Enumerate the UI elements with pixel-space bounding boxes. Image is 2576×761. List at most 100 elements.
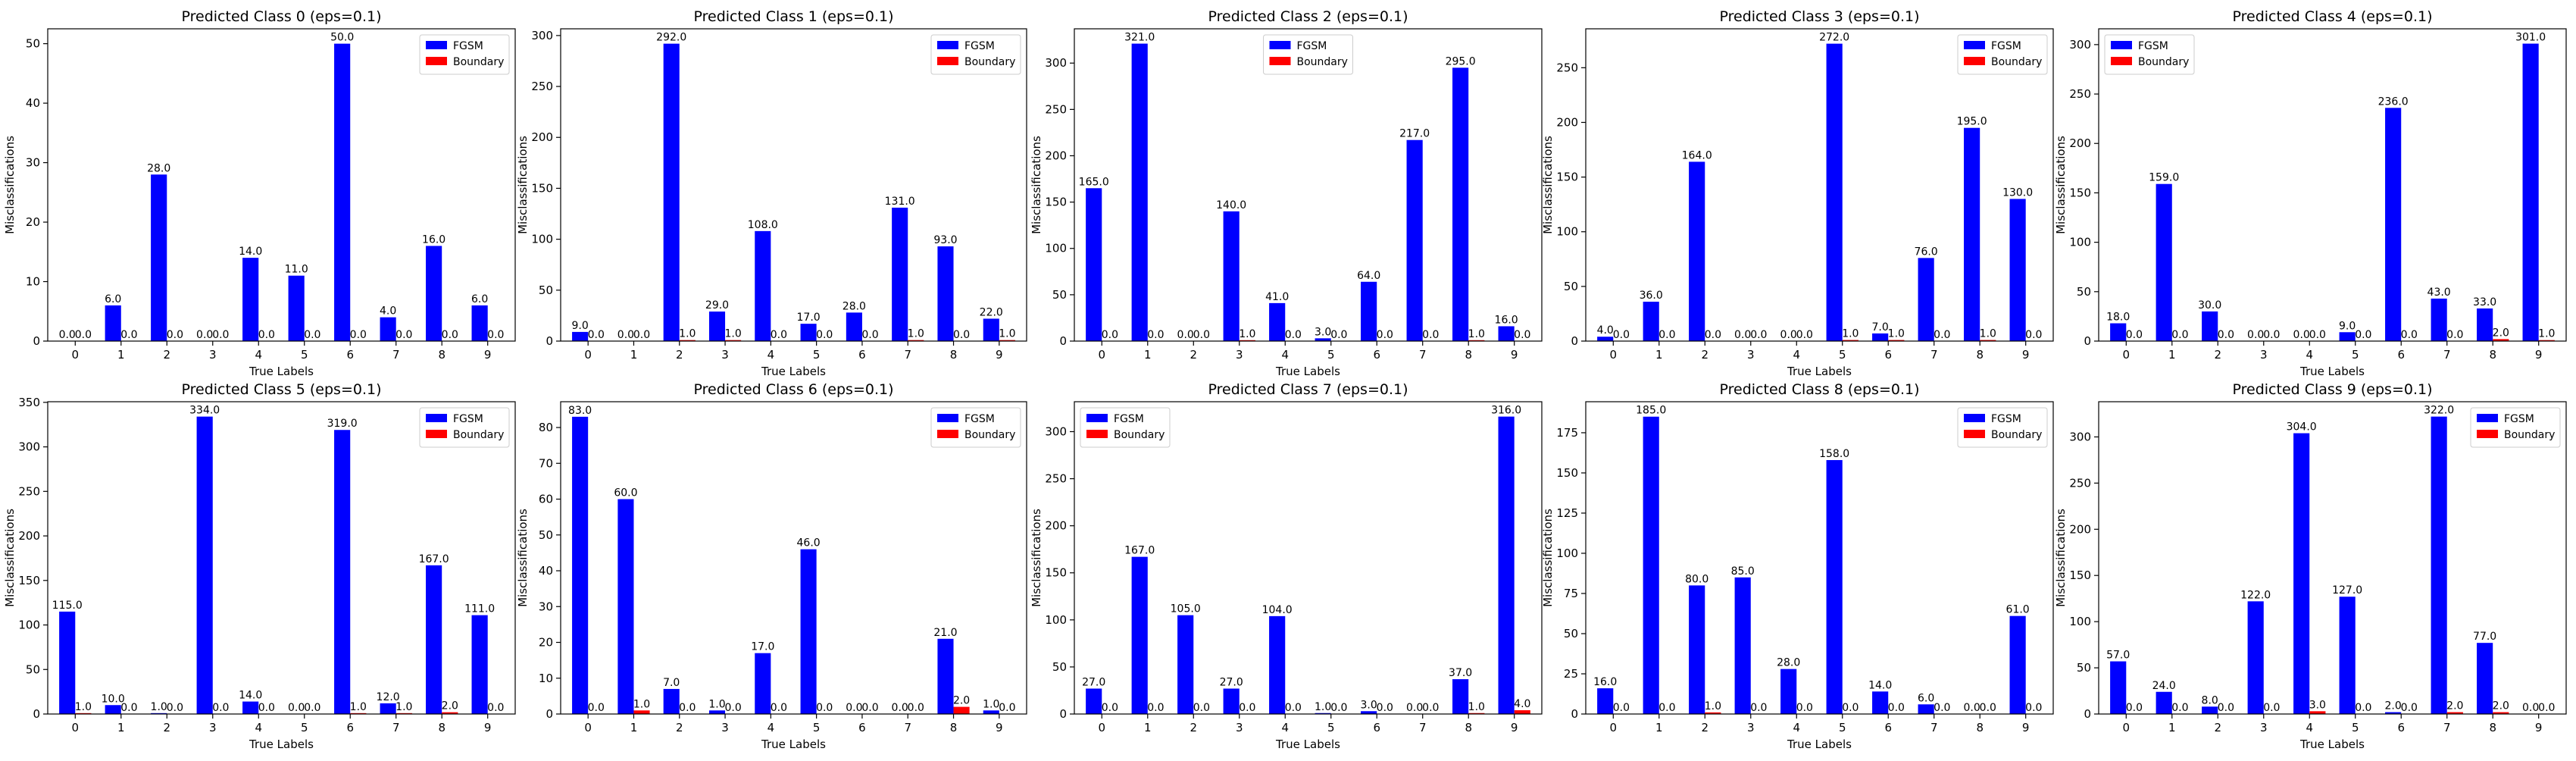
y-tick-label: 10 [26,275,40,289]
legend-swatch-boundary [937,430,958,438]
data-label: 0.0 [120,329,137,341]
data-label: 0.0 [1239,702,1255,714]
fgsm-bar [380,703,396,714]
x-tick-label: 9 [1511,721,1518,734]
data-label: 1.0 [2538,328,2555,340]
y-tick-label: 0 [546,707,553,721]
y-tick-label: 150 [18,574,40,587]
data-label: 0.0 [816,702,833,714]
x-tick-label: 3 [2260,721,2268,734]
legend: FGSM Boundary [930,407,1021,448]
data-label: 292.0 [656,32,686,44]
x-axis-label: True Labels [761,738,826,751]
y-tick-label: 40 [539,564,553,578]
data-label: 14.0 [239,246,262,258]
x-tick-label: 4 [1793,348,1800,362]
x-tick-label: 4 [2306,721,2313,734]
data-label: 140.0 [1216,199,1246,211]
y-tick-label: 150 [2069,186,2091,199]
data-label: 0.0 [2293,329,2310,341]
axes-frame [1074,401,1543,715]
x-tick-label: 9 [2535,721,2543,734]
data-label: 0.0 [1285,702,1302,714]
y-tick-label: 50 [1052,288,1067,302]
fgsm-bar [1177,615,1194,714]
data-label: 0.0 [816,329,833,341]
data-label: 1.0 [1468,701,1485,713]
data-label: 0.0 [1422,329,1439,341]
y-tick-label: 80 [539,421,553,434]
fgsm-bar [1872,333,1889,341]
x-tick-label: 0 [1610,348,1618,362]
x-tick-label: 4 [255,721,262,734]
fgsm-bar [1964,127,1980,341]
x-tick-label: 0 [72,348,80,362]
x-tick-label: 0 [1099,721,1106,734]
x-tick-label: 8 [2489,348,2496,362]
data-label: 164.0 [1682,149,1712,161]
legend: FGSM Boundary [1957,407,2048,448]
data-label: 0.0 [2401,702,2418,714]
data-label: 0.0 [2218,329,2234,341]
data-label: 236.0 [2378,96,2409,108]
data-label: 0.0 [1422,702,1439,714]
data-label: 0.0 [1705,329,1721,341]
data-label: 2.0 [442,700,458,712]
data-label: 0.0 [1406,702,1423,714]
data-label: 304.0 [2287,421,2317,434]
fgsm-bar [1734,577,1751,714]
x-tick-label: 2 [1702,721,1709,734]
x-tick-label: 7 [1930,721,1938,734]
data-label: 0.0 [2025,702,2042,714]
subplot-3: Predicted Class 3 (eps=0.1) 4.0 36.0 164.0 0… [1541,8,2054,378]
data-label: 28.0 [843,300,866,312]
y-tick-label: 20 [26,215,40,229]
fgsm-bar [2477,643,2493,714]
fgsm-bar [2110,323,2127,341]
chart-title: Predicted Class 2 (eps=0.1) [1208,8,1408,25]
data-label: 0.0 [2522,702,2539,714]
data-label: 64.0 [1357,270,1380,282]
fgsm-bar [2522,43,2539,342]
fgsm-bar [1597,688,1614,714]
x-tick-label: 8 [1465,348,1472,362]
x-tick-label: 6 [1373,348,1380,362]
data-label: 14.0 [239,690,262,702]
y-tick-label: 50 [1052,660,1067,674]
fgsm-bar [1361,281,1377,341]
x-tick-label: 3 [209,721,217,734]
data-label: 0.0 [59,329,76,341]
fgsm-bar [1131,43,1148,342]
boundary-bar [1468,340,1485,341]
data-label: 0.0 [1750,329,1767,341]
y-axis-label: Misclassifications [1030,136,1043,234]
data-label: 0.0 [75,329,92,341]
data-label: 0.0 [304,329,320,341]
x-tick-label: 8 [950,348,958,362]
data-label: 18.0 [2106,312,2130,324]
legend-swatch-fgsm [2111,41,2132,49]
x-tick-label: 6 [858,721,866,734]
y-tick-label: 150 [1045,566,1067,580]
data-label: 3.0 [1315,326,1331,338]
data-label: 0.0 [1102,329,1118,341]
data-label: 108.0 [748,219,778,231]
fgsm-bar [1689,585,1705,714]
subplot-5: Predicted Class 5 (eps=0.1)115.010.01.03… [3,381,516,751]
axes-frame [560,401,1027,715]
data-label: 50.0 [330,32,354,44]
data-label: 1.0 [395,701,412,713]
y-tick-label: 150 [1556,171,1578,184]
x-tick-label: 5 [1839,348,1846,362]
data-label: 4.0 [1597,324,1614,337]
x-tick-label: 0 [72,721,80,734]
data-label: 0.0 [588,329,605,341]
y-tick-label: 250 [531,80,553,93]
boundary-bar [908,340,924,341]
data-label: 115.0 [52,600,83,612]
data-label: 46.0 [797,537,821,550]
legend-label-boundary: Boundary [1297,56,1348,68]
data-label: 0.0 [617,329,634,341]
chart-title: Predicted Class 4 (eps=0.1) [2233,8,2433,25]
subplot-0: Predicted Class 0 (eps=0.1) 0.0 6.0 28.0 0.0… [3,8,516,378]
